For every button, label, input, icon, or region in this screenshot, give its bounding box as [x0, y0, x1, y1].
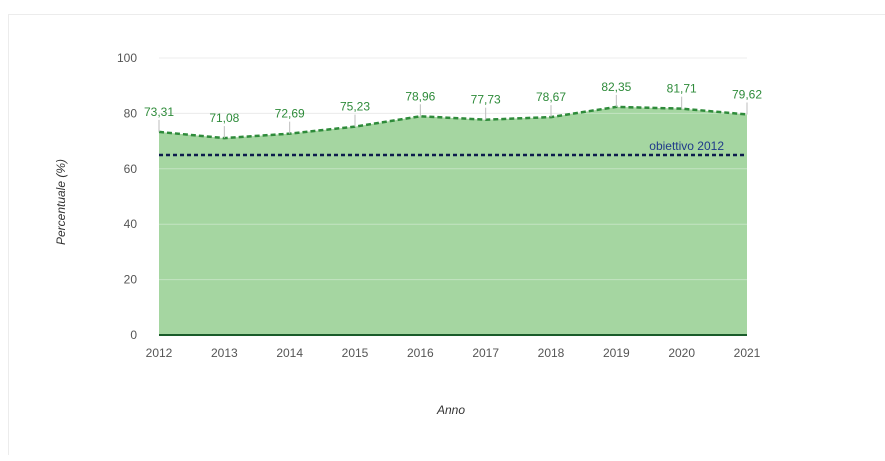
- series-line: [158, 105, 748, 140]
- data-label: 71,08: [209, 111, 239, 125]
- data-label: 82,35: [601, 80, 631, 94]
- x-tick-label: 2016: [407, 346, 434, 360]
- data-label: 78,96: [405, 89, 435, 103]
- x-tick-label: 2014: [276, 346, 303, 360]
- x-tick-label: 2017: [472, 346, 499, 360]
- y-tick-label: 60: [124, 162, 138, 176]
- data-labels: 73,31 71,08 72,69 75,23 78,96 77,73 78,67 82,35…: [144, 80, 762, 139]
- x-axis-ticks: 2012 2013 2014 2015 2016 2017 2018 2019 2020 2021: [146, 346, 761, 360]
- x-tick-label: 2021: [734, 346, 761, 360]
- y-tick-label: 40: [124, 217, 138, 231]
- y-tick-label: 0: [130, 328, 137, 342]
- data-label: 78,67: [536, 90, 566, 104]
- area-chart: obiettivo 2012 0 20 40 60 80 100 2012 2013 2014…: [54, 51, 762, 417]
- area-series: [158, 57, 748, 336]
- x-tick-label: 2013: [211, 346, 238, 360]
- y-axis-title: Percentuale (%): [54, 159, 68, 245]
- chart-frame: obiettivo 2012 0 20 40 60 80 100 2012 2013 2014…: [8, 14, 885, 455]
- x-tick-label: 2015: [342, 346, 369, 360]
- y-tick-label: 100: [117, 51, 137, 65]
- data-label: 77,73: [471, 93, 501, 107]
- data-label: 79,62: [732, 87, 762, 101]
- x-tick-label: 2019: [603, 346, 630, 360]
- x-tick-label: 2018: [538, 346, 565, 360]
- x-tick-label: 2020: [668, 346, 695, 360]
- y-tick-label: 80: [124, 106, 138, 120]
- target-line-label: obiettivo 2012: [649, 139, 724, 153]
- data-label: 72,69: [275, 107, 305, 121]
- area-fill: [159, 106, 747, 335]
- x-tick-label: 2012: [146, 346, 173, 360]
- y-axis-ticks: 0 20 40 60 80 100: [117, 51, 137, 342]
- x-axis-title: Anno: [436, 403, 465, 417]
- data-label: 73,31: [144, 105, 174, 119]
- data-label: 75,23: [340, 100, 370, 114]
- y-tick-label: 20: [124, 273, 138, 287]
- data-label: 81,71: [667, 82, 697, 96]
- target-line-group: obiettivo 2012: [159, 139, 747, 157]
